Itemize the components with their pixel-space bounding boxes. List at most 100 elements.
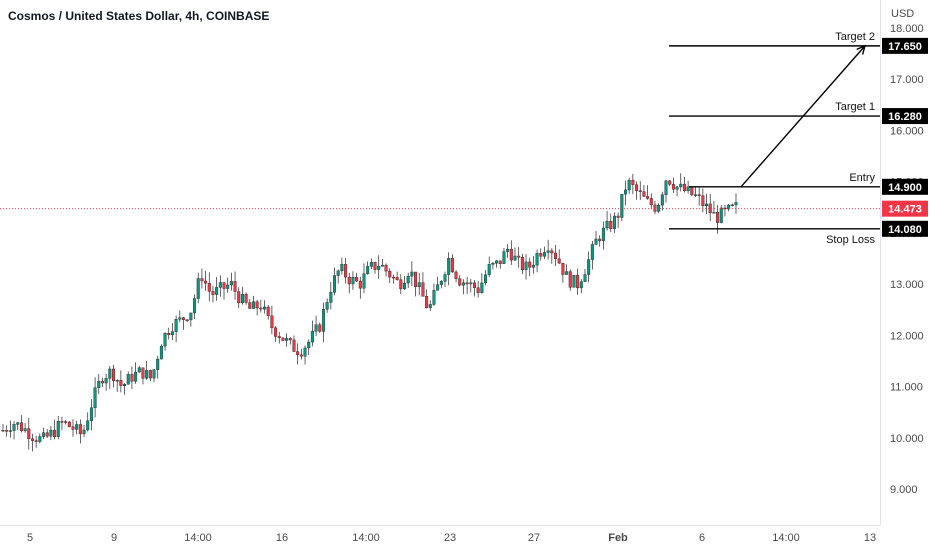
candle-body	[178, 317, 182, 320]
candle-body	[244, 294, 248, 303]
candle-body	[240, 294, 244, 304]
candle-body	[495, 260, 499, 264]
candle-body	[49, 429, 53, 437]
candle-body	[472, 282, 476, 288]
candle-body	[421, 282, 425, 297]
candle-body	[329, 292, 333, 303]
candle-body	[436, 284, 440, 291]
candle-body	[443, 274, 447, 282]
candle-body	[97, 381, 101, 388]
level-badge	[882, 108, 928, 125]
candle-body	[377, 266, 381, 270]
candle-body	[734, 202, 738, 206]
candle-body	[299, 354, 303, 357]
candle-body	[557, 258, 561, 264]
candle-body	[8, 430, 12, 432]
candle-body	[251, 301, 255, 309]
candle-body	[568, 271, 572, 288]
candle-body	[587, 259, 591, 275]
candle-body	[458, 278, 462, 286]
candle-body	[270, 315, 274, 329]
candle-body	[627, 179, 631, 191]
candle-body	[513, 255, 517, 261]
x-tick-label: 6	[699, 532, 705, 544]
candle-body	[502, 251, 506, 264]
candle-body	[137, 367, 141, 373]
candle-body	[86, 420, 90, 431]
candle-body	[259, 307, 263, 310]
candle-body	[34, 440, 38, 442]
candle-body	[535, 253, 539, 266]
candle-body	[82, 429, 86, 435]
level-badge	[882, 220, 928, 237]
candle-body	[373, 262, 377, 270]
candle-body	[303, 347, 307, 357]
candle-body	[325, 302, 329, 310]
candle-body	[75, 424, 79, 430]
candle-body	[277, 336, 281, 339]
candle-body	[402, 282, 406, 290]
y-tick-label: 16.000	[890, 125, 924, 137]
candle-body	[71, 426, 75, 430]
candle-body	[222, 282, 226, 289]
candle-body	[16, 422, 20, 425]
candle-body	[30, 438, 34, 441]
candle-body	[682, 183, 686, 192]
candle-body	[310, 331, 314, 343]
y-tick-label: 11.000	[890, 382, 923, 394]
x-tick-label: 14:00	[184, 532, 212, 544]
candle-body	[67, 421, 71, 427]
candle-body	[410, 271, 414, 277]
candle-body	[292, 339, 296, 352]
candle-body	[546, 250, 550, 253]
candle-body	[723, 207, 727, 210]
candle-body	[5, 430, 9, 432]
candle-body	[318, 324, 322, 332]
candle-body	[237, 291, 241, 304]
candle-body	[185, 319, 189, 321]
candle-body	[635, 184, 639, 191]
candle-body	[727, 204, 731, 210]
candle-body	[78, 424, 82, 435]
level-label: Entry	[849, 172, 875, 184]
candle-body	[351, 277, 355, 285]
candle-body	[620, 193, 624, 218]
x-tick-label: 13	[864, 532, 876, 544]
candle-body	[281, 337, 285, 341]
candle-body	[391, 276, 395, 279]
level-badge-text: 14.080	[888, 224, 922, 236]
candle-body	[333, 275, 337, 293]
candle-body	[38, 436, 42, 442]
level-label: Stop Loss	[826, 234, 875, 246]
candle-body	[56, 421, 60, 437]
last-price-badge	[882, 200, 928, 217]
candle-body	[366, 266, 370, 274]
candle-body	[104, 378, 108, 384]
candle-body	[159, 345, 163, 360]
y-tick-label: 18.000	[890, 23, 924, 35]
candle-body	[583, 274, 587, 282]
candle-body	[274, 327, 278, 337]
candle-body	[601, 227, 605, 242]
candle-body	[296, 351, 300, 356]
candle-body	[712, 212, 716, 214]
candle-body	[590, 244, 594, 260]
x-tick-label: 14:00	[352, 532, 380, 544]
candle-body	[730, 204, 734, 207]
x-tick-label: 5	[27, 532, 33, 544]
candle-body	[509, 248, 513, 261]
candle-body	[27, 428, 31, 439]
x-tick-label: 16	[276, 532, 288, 544]
candle-body	[572, 274, 576, 288]
level-label: Target 2	[835, 31, 875, 43]
candle-body	[174, 319, 178, 332]
candle-body	[447, 257, 451, 275]
candle-body	[89, 407, 93, 421]
time-axis[interactable]: 5 9 14:00 16 14:00 23 27 Feb 6 14:00 13	[27, 532, 876, 544]
candle-body	[60, 421, 64, 423]
candle-body	[93, 387, 97, 409]
x-tick-label: 27	[528, 532, 540, 544]
candle-body	[196, 278, 200, 299]
candle-body	[701, 195, 705, 207]
